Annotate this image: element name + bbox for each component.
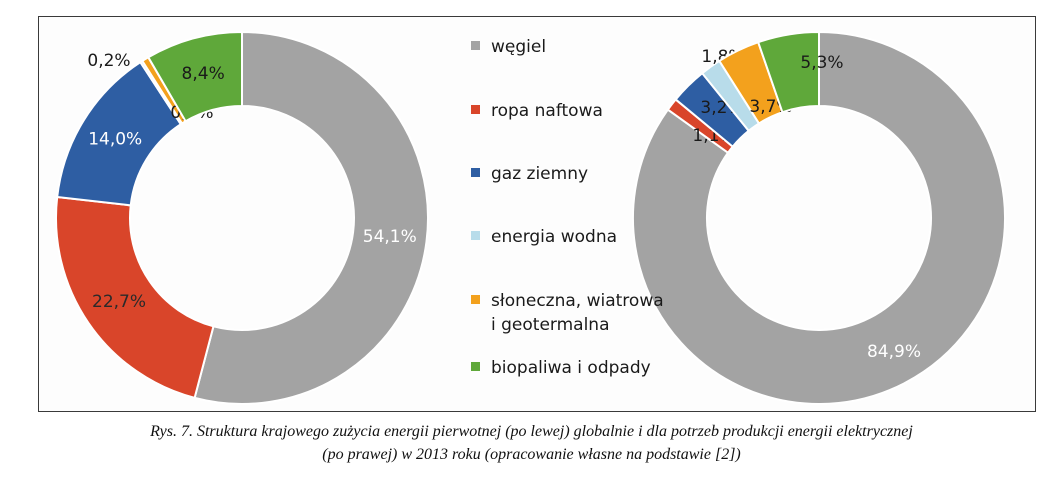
donut-slice xyxy=(756,30,820,114)
legend-item-energia-wodna: energia wodna xyxy=(471,225,617,249)
data-label: 84,9% xyxy=(867,342,921,362)
figure-frame: 54,1%22,7%14,0%0,2%0,6%8,4%84,9%1,1%3,2%… xyxy=(38,16,1036,412)
caption-line1: Rys. 7. Struktura krajowego zużycia ener… xyxy=(150,423,913,440)
legend-item-biopaliwa: biopaliwa i odpady xyxy=(471,356,651,380)
figure-caption: Rys. 7. Struktura krajowego zużycia ener… xyxy=(0,420,1063,466)
legend-label: węgiel xyxy=(491,37,547,57)
legend-swatch xyxy=(471,105,480,114)
legend-label: gaz ziemny xyxy=(491,164,589,184)
legend-label: biopaliwa i odpady xyxy=(491,358,651,378)
donut-slice xyxy=(55,195,215,400)
caption-line2: (po prawej) w 2013 roku (opracowanie wła… xyxy=(322,446,741,463)
legend-item-gaz-ziemny: gaz ziemny xyxy=(471,162,588,186)
legend-label: ropa naftowa xyxy=(491,101,603,121)
donut-chart-right: 84,9%1,1%3,2%1,8%3,7%5,3% xyxy=(632,30,1006,405)
legend-swatch xyxy=(471,362,480,371)
data-label: 22,7% xyxy=(92,292,146,312)
legend-swatch xyxy=(471,231,480,240)
donut-chart-left: 54,1%22,7%14,0%0,2%0,6%8,4% xyxy=(55,30,429,405)
legend-item-sloneczna: słoneczna, wiatrowa i geotermalna xyxy=(471,289,664,337)
data-label: 8,4% xyxy=(182,64,225,84)
legend-label-line1: słoneczna, wiatrowa xyxy=(491,291,664,311)
legend-swatch xyxy=(471,41,480,50)
donut-slice xyxy=(146,30,243,123)
data-label: 5,3% xyxy=(800,53,843,73)
donut-charts: 54,1%22,7%14,0%0,2%0,6%8,4%84,9%1,1%3,2%… xyxy=(55,30,1006,405)
data-label: 14,0% xyxy=(88,130,142,150)
legend-item-wegiel: węgiel xyxy=(471,35,546,59)
legend-label: słoneczna, wiatrowa i geotermalna xyxy=(491,289,664,337)
legend-label: energia wodna xyxy=(491,227,618,247)
legend-item-ropa-naftowa: ropa naftowa xyxy=(471,99,603,123)
data-label: 0,2% xyxy=(87,51,130,71)
legend-swatch xyxy=(471,295,480,304)
data-label: 54,1% xyxy=(363,227,417,247)
donut-slice xyxy=(193,30,429,405)
legend-label-line2: i geotermalna xyxy=(491,315,610,335)
legend-swatch xyxy=(471,168,480,177)
donut-slice xyxy=(632,30,1006,405)
